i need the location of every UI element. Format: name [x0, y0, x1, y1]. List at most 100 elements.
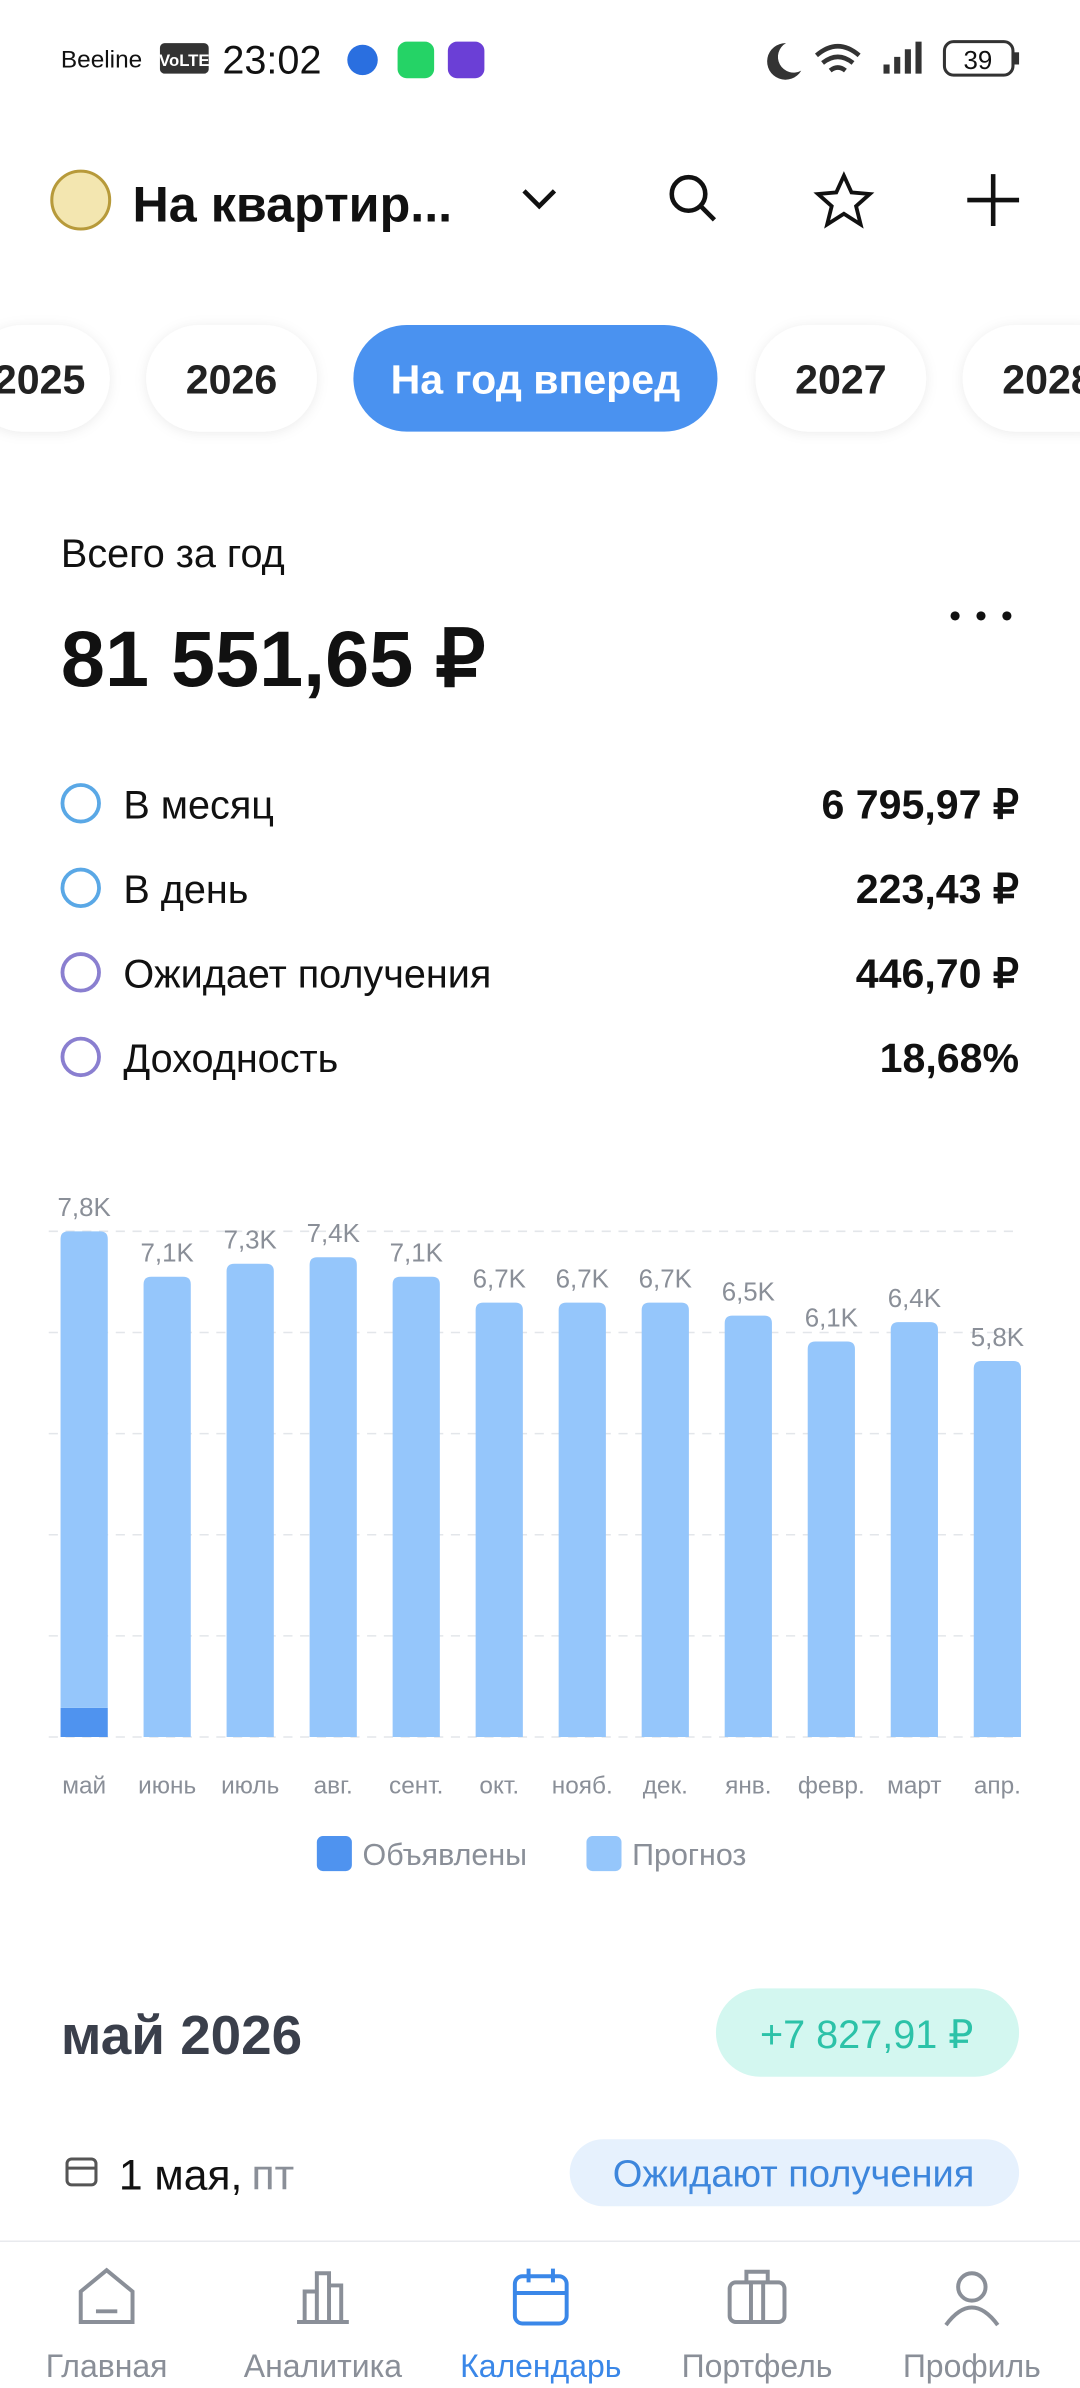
nav-icon[interactable]	[297, 2271, 349, 2324]
bar-segment	[641, 1302, 689, 1738]
row-value: 446,70 ₽	[856, 951, 1019, 997]
value-label: 7,3K	[224, 1227, 277, 1255]
x-tick-label: февр.	[798, 1772, 865, 1799]
x-tick-label: дек.	[643, 1772, 688, 1799]
tab-label[interactable]: 2027	[795, 357, 886, 403]
bar-segment	[890, 1322, 938, 1738]
value-label: 7,1K	[141, 1239, 194, 1267]
value-label: 7,4K	[307, 1220, 360, 1248]
bar-segment	[226, 1263, 274, 1738]
search-icon[interactable]	[669, 174, 717, 222]
battery-tip	[1014, 52, 1020, 65]
nav-icon-shape[interactable]	[514, 2268, 567, 2296]
x-tick-label: май	[62, 1772, 106, 1799]
x-tick-label: июнь	[138, 1772, 196, 1799]
nav-icon-shape[interactable]	[744, 2269, 770, 2322]
value-label: 6,1K	[805, 1304, 858, 1332]
nav-icon-shape[interactable]	[727, 2280, 787, 2324]
bar-segment	[558, 1302, 606, 1738]
x-tick-label: апр.	[974, 1772, 1021, 1799]
month-title: май 2026	[61, 2004, 302, 2066]
tab-bg[interactable]	[0, 324, 110, 432]
legend-label: Объявлены	[363, 1838, 528, 1872]
nav-icon-shape[interactable]	[78, 2267, 135, 2324]
row-value: 18,68%	[880, 1035, 1019, 1081]
nav-icon[interactable]	[727, 2269, 787, 2324]
value-label: 6,4K	[888, 1285, 941, 1313]
bar-segment	[475, 1302, 523, 1738]
nav-icon[interactable]	[512, 2268, 569, 2326]
bar-segment	[724, 1315, 772, 1738]
nav-icon[interactable]	[78, 2267, 135, 2324]
nav-label[interactable]: Портфель	[682, 2348, 833, 2384]
tab-bg[interactable]	[146, 324, 317, 432]
x-tick-label: нояб.	[552, 1772, 613, 1799]
row-marker	[60, 952, 101, 993]
nav-label[interactable]: Главная	[46, 2348, 168, 2384]
add-icon[interactable]	[967, 174, 1020, 226]
app-icon	[447, 41, 485, 79]
summary-total: 81 551,65 ₽	[61, 614, 486, 703]
tab-label[interactable]: 2025	[0, 357, 85, 403]
value-label: 6,7K	[473, 1265, 526, 1293]
nav-icon-shape[interactable]	[944, 2305, 1000, 2327]
value-label: 7,1K	[390, 1239, 443, 1267]
x-tick-label: июль	[221, 1772, 279, 1799]
tab-bg[interactable]	[353, 324, 718, 432]
portfolio-logo[interactable]	[50, 169, 112, 231]
legend-swatch	[586, 1836, 622, 1872]
value-label: 5,8K	[971, 1324, 1024, 1352]
legend-label: Прогноз	[632, 1838, 746, 1872]
row-label: В день	[123, 868, 248, 912]
month-amount: +7 827,91 ₽	[760, 2013, 973, 2057]
carrier: Beeline	[61, 47, 142, 74]
nav-label[interactable]: Календарь	[460, 2348, 621, 2384]
tab-bg[interactable]	[962, 324, 1080, 432]
value-label: 6,7K	[556, 1265, 609, 1293]
summary-rows: В месяц 6 795,97 ₽ В день 223,43 ₽ Ожидает п…	[60, 782, 1019, 1081]
bar-segment	[392, 1276, 440, 1738]
bar-segment	[807, 1341, 855, 1738]
battery	[942, 40, 1015, 77]
nav-icon[interactable]	[944, 2271, 1000, 2327]
x-tick-label: сент.	[389, 1772, 443, 1799]
nav-label[interactable]: Аналитика	[244, 2348, 402, 2384]
signal-icon	[883, 41, 922, 74]
volte-badge	[159, 43, 209, 74]
portfolio-title[interactable]: На квартир...	[133, 176, 453, 232]
row-marker	[60, 867, 101, 909]
date: 1 мая,	[119, 2151, 243, 2199]
chart: 7,8K май 7,1K июнь 7,3K июль 7,4K авг. 7,1K сент.…	[48, 1194, 1024, 1872]
dropdown-icon[interactable]	[522, 189, 557, 210]
tabs: 2025 2026 На год вперед 2027 2028	[0, 324, 1080, 432]
favorite-icon[interactable]	[813, 171, 875, 229]
bar-segment	[973, 1360, 1021, 1738]
tab-bg[interactable]	[755, 324, 927, 432]
battery-level: 39	[964, 47, 993, 75]
nav-icon-shape[interactable]	[956, 2271, 988, 2303]
bar-segment	[60, 1707, 108, 1738]
tab-label[interactable]: 2026	[186, 357, 277, 403]
value-label: 7,8K	[58, 1194, 111, 1222]
tab-label[interactable]: 2028	[1002, 357, 1080, 403]
x-tick-label: янв.	[725, 1772, 771, 1799]
row-marker	[60, 1036, 101, 1078]
nav-label[interactable]: Профиль	[903, 2348, 1041, 2384]
nav-icon-shape[interactable]	[512, 2274, 569, 2326]
moon-icon	[767, 43, 802, 80]
weekday: пт	[251, 2151, 294, 2199]
bottom-nav: Главная Аналитика Календарь Портфель Профиль	[46, 2267, 1041, 2384]
value-label: 6,5K	[722, 1278, 775, 1306]
payment-date: 1 мая, пт	[119, 2151, 294, 2199]
more-icon[interactable]	[950, 611, 1012, 621]
x-tick-label: март	[887, 1772, 941, 1799]
row-value: 6 795,97 ₽	[821, 782, 1019, 828]
nav-icon-shape[interactable]	[297, 2271, 349, 2324]
tab-label[interactable]: На год вперед	[391, 357, 681, 403]
value-label: 6,7K	[639, 1265, 692, 1293]
app-icon	[397, 41, 435, 79]
x-tick-label: окт.	[479, 1772, 519, 1799]
amount-badge	[715, 1988, 1020, 2077]
